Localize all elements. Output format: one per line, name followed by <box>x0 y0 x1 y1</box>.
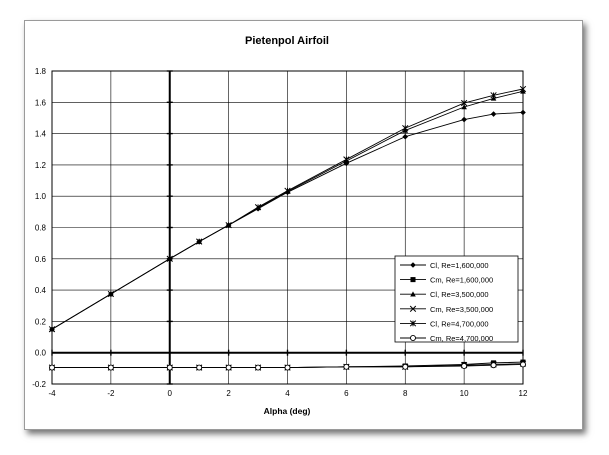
legend-label: Cm, Re=4,700,000 <box>430 334 493 343</box>
legend-marker <box>410 291 416 297</box>
data-point <box>107 364 114 371</box>
legend-marker <box>409 320 417 327</box>
data-point <box>196 238 203 245</box>
data-point <box>166 364 173 371</box>
data-point <box>461 116 467 123</box>
data-point <box>107 290 115 298</box>
legend-label: Cl, Re=1,600,000 <box>430 261 489 270</box>
data-point <box>490 362 497 369</box>
data-point <box>490 92 497 99</box>
data-point <box>49 364 55 371</box>
data-point <box>284 364 291 371</box>
data-point <box>402 363 409 370</box>
data-point <box>225 364 232 371</box>
legend-marker <box>410 262 416 268</box>
data-point <box>254 204 262 211</box>
data-point <box>520 361 526 368</box>
x-tick-label: 12 <box>519 389 528 398</box>
data-point <box>196 364 203 371</box>
data-point <box>343 363 350 370</box>
legend: Cl, Re=1,600,000 Cm, Re=1,600,000 Cl, Re=3… <box>394 255 519 343</box>
legend-marker <box>410 335 416 341</box>
y-tick-label: 0.4 <box>35 286 47 295</box>
x-tick-label: 8 <box>403 389 408 398</box>
legend-label: Cm, Re=3,500,000 <box>430 305 493 314</box>
series-line <box>51 88 524 330</box>
series-line <box>52 363 524 369</box>
chart-title: Pietenpol Airfoil <box>245 35 329 47</box>
legend-label: Cm, Re=1,600,000 <box>430 276 493 285</box>
x-tick-label: 4 <box>285 389 290 398</box>
x-tick-label: 10 <box>460 389 469 398</box>
data-point <box>402 133 409 140</box>
x-tick-label: -2 <box>107 389 115 398</box>
y-tick-label: -0.2 <box>32 380 46 389</box>
x-tick-label: 2 <box>226 389 231 398</box>
y-tick-label: 1.4 <box>35 130 47 139</box>
data-point <box>402 124 409 132</box>
axes <box>51 70 524 385</box>
x-tick-label: -4 <box>48 389 56 398</box>
data-point <box>284 187 291 194</box>
y-tick-label: 1.8 <box>35 67 47 76</box>
data-point <box>255 364 262 371</box>
data-point <box>343 160 350 167</box>
legend-marker <box>410 277 416 283</box>
data-point <box>48 326 56 333</box>
x-tick-label: 0 <box>168 389 173 398</box>
tick-labels: -4 -2 0 2 4 6 8 10 12 -0.2 0.0 0.2 0.4 0.6 0.8 1.0 1.2 1.… <box>32 67 528 398</box>
x-tick-label: 6 <box>344 389 349 398</box>
data-point <box>461 104 467 110</box>
y-tick-label: 0.6 <box>35 255 47 264</box>
legend-label: Cl, Re=4,700,000 <box>430 319 489 328</box>
series-6 <box>49 361 526 371</box>
legend-marker <box>409 305 417 312</box>
data-point <box>166 255 173 262</box>
data-point <box>461 363 468 369</box>
y-tick-label: 0.2 <box>35 317 47 326</box>
data-point <box>490 95 497 101</box>
legend-label: Cl, Re=3,500,000 <box>430 290 489 299</box>
data-point <box>460 99 468 107</box>
y-tick-label: 0.8 <box>35 224 47 233</box>
series-lines <box>48 85 527 371</box>
y-tick-label: 1.2 <box>35 161 47 170</box>
y-tick-label: 1.0 <box>35 192 47 201</box>
y-tick-label: 1.6 <box>35 98 47 107</box>
data-point <box>520 109 526 116</box>
series-5 <box>48 85 527 333</box>
data-point <box>519 85 527 93</box>
data-point <box>490 111 497 117</box>
legend-box <box>394 255 519 343</box>
y-tick-label: 0.0 <box>35 349 47 358</box>
data-point <box>225 221 232 229</box>
data-point <box>343 156 350 163</box>
x-axis-label: Alpha (deg) <box>264 406 311 416</box>
